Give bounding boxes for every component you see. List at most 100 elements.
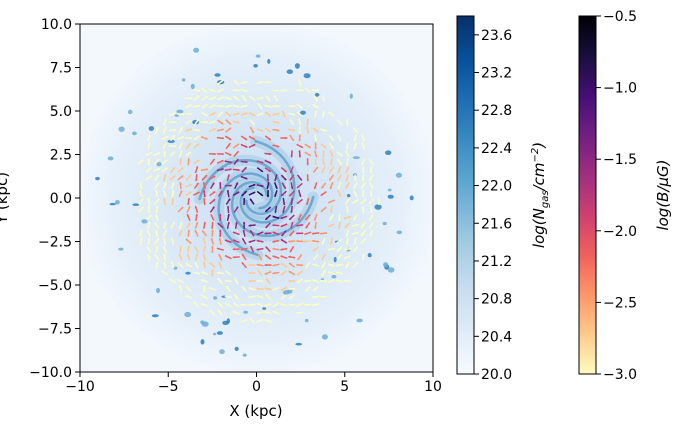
b-field-vector-head (259, 106, 262, 110)
gas-clump (321, 334, 328, 340)
b-field-vector-head (164, 118, 167, 122)
gas-clump (156, 162, 162, 167)
b-field-vector-head (221, 152, 224, 156)
colorbar-tick-label: 21.2 (481, 254, 512, 270)
b-field-vector-head (147, 158, 150, 161)
b-field-vector-head (232, 256, 235, 259)
b-field-vector-head (299, 178, 302, 181)
b-field-vector-head (343, 279, 347, 282)
gas-clump (287, 288, 293, 294)
gas-clump (167, 139, 175, 143)
b-field-vector-head (339, 194, 342, 197)
b-field-vector-head (315, 99, 318, 102)
b-field-vector-head (337, 257, 340, 260)
b-field-vector-head (290, 226, 293, 229)
b-field-vector-head (324, 129, 327, 132)
b-field-vector-head (232, 248, 235, 251)
b-field-vector-head (274, 194, 277, 197)
b-field-vector-head (189, 120, 192, 123)
b-field-vector-head (330, 210, 333, 213)
b-field-vector-head (272, 255, 275, 258)
b-field-vector-head (331, 138, 334, 141)
gas-clump (185, 271, 191, 275)
b-field-vector-head (173, 151, 176, 154)
b-field-vector-head (196, 119, 199, 122)
b-field-vector-head (221, 137, 224, 140)
b-field-vector-head (268, 137, 271, 141)
b-field-vector-head (196, 182, 199, 186)
b-field-vector-head (345, 202, 348, 205)
gas-clump (184, 311, 192, 318)
b-field-vector-head (147, 206, 150, 209)
gas-clump (356, 318, 363, 323)
b-field-vector-head (312, 279, 315, 282)
b-field-vector-head (322, 115, 325, 118)
gas-clump (234, 346, 239, 351)
b-field-vector-head (352, 232, 355, 235)
b-field-vector-head (177, 262, 181, 266)
b-field-vector-head (180, 150, 183, 153)
b-field-vector-head (283, 115, 286, 118)
b-field-vector-head (155, 229, 158, 233)
gas-clump (213, 332, 217, 336)
b-field-vector-head (203, 221, 206, 225)
b-field-vector-head (345, 242, 349, 245)
b-field-vector-head (301, 89, 304, 92)
b-field-vector-head (362, 171, 365, 174)
b-field-vector-head (336, 241, 339, 244)
b-field-vector-head (256, 287, 259, 290)
heatmap-panel: −10 −5 0 5 10 −10.0 −7.5 −5.0 −2.5 0.0 2.5 5.0 7.5 1… (0, 17, 442, 420)
b-field-vector-head (195, 166, 198, 169)
b-field-vector-head (267, 98, 270, 102)
b-field-vector-head (241, 286, 245, 289)
b-field-vector-head (236, 98, 239, 101)
b-field-vector-head (329, 170, 332, 173)
b-field-vector-head (321, 265, 324, 269)
b-field-vectors (137, 78, 381, 324)
b-field-vector-head (173, 175, 176, 178)
b-field-vector-head (312, 295, 315, 299)
b-field-vector-head (353, 249, 356, 252)
gas-clump (141, 219, 148, 224)
gas-clump (303, 73, 311, 79)
gas-clump (242, 353, 247, 357)
b-field-vector-head (269, 81, 272, 84)
b-field-vector-head (370, 171, 373, 174)
gas-clump (262, 307, 267, 310)
b-field-vector-head (328, 201, 331, 204)
b-field-vector-head (298, 123, 302, 126)
b-field-vector-head (337, 178, 340, 181)
b-field-vector-head (224, 279, 227, 282)
b-field-vector-head (321, 273, 324, 276)
b-field-vector-head (299, 83, 302, 86)
b-field-vector-head (338, 218, 341, 221)
b-field-vector-head (268, 169, 271, 172)
b-field-vector-head (300, 106, 303, 109)
b-field-vector-head (256, 239, 259, 243)
b-field-vector-head (248, 240, 252, 243)
b-field-vector-head (201, 279, 204, 282)
y-axis-label: Y (kpc) (0, 172, 11, 225)
b-field-vector-head (141, 159, 144, 162)
b-field-vector-head (245, 145, 248, 148)
b-field-vector-head (237, 89, 240, 92)
b-field-vector-head (296, 232, 299, 235)
b-field-vector-head (172, 222, 175, 225)
b-field-vector-head (236, 151, 239, 154)
b-field-vector-head (225, 239, 228, 242)
b-field-vector-head (185, 263, 188, 266)
b-field-vector-head (161, 271, 165, 274)
b-field-vector-head (296, 240, 299, 243)
b-field-vector-head (234, 277, 237, 281)
b-field-vector-head (228, 122, 231, 125)
b-field-vector-head (236, 143, 239, 146)
b-field-vector-head (212, 182, 215, 186)
b-field-vector-head (290, 186, 294, 190)
b-field-vector-head (240, 320, 244, 323)
b-field-vector-head (205, 104, 208, 107)
b-field-vector-head (345, 265, 348, 269)
b-field-vector-head (250, 246, 253, 249)
b-field-vector-head (148, 134, 151, 138)
b-field-vector-head (218, 302, 221, 305)
gas-clump (115, 200, 120, 205)
